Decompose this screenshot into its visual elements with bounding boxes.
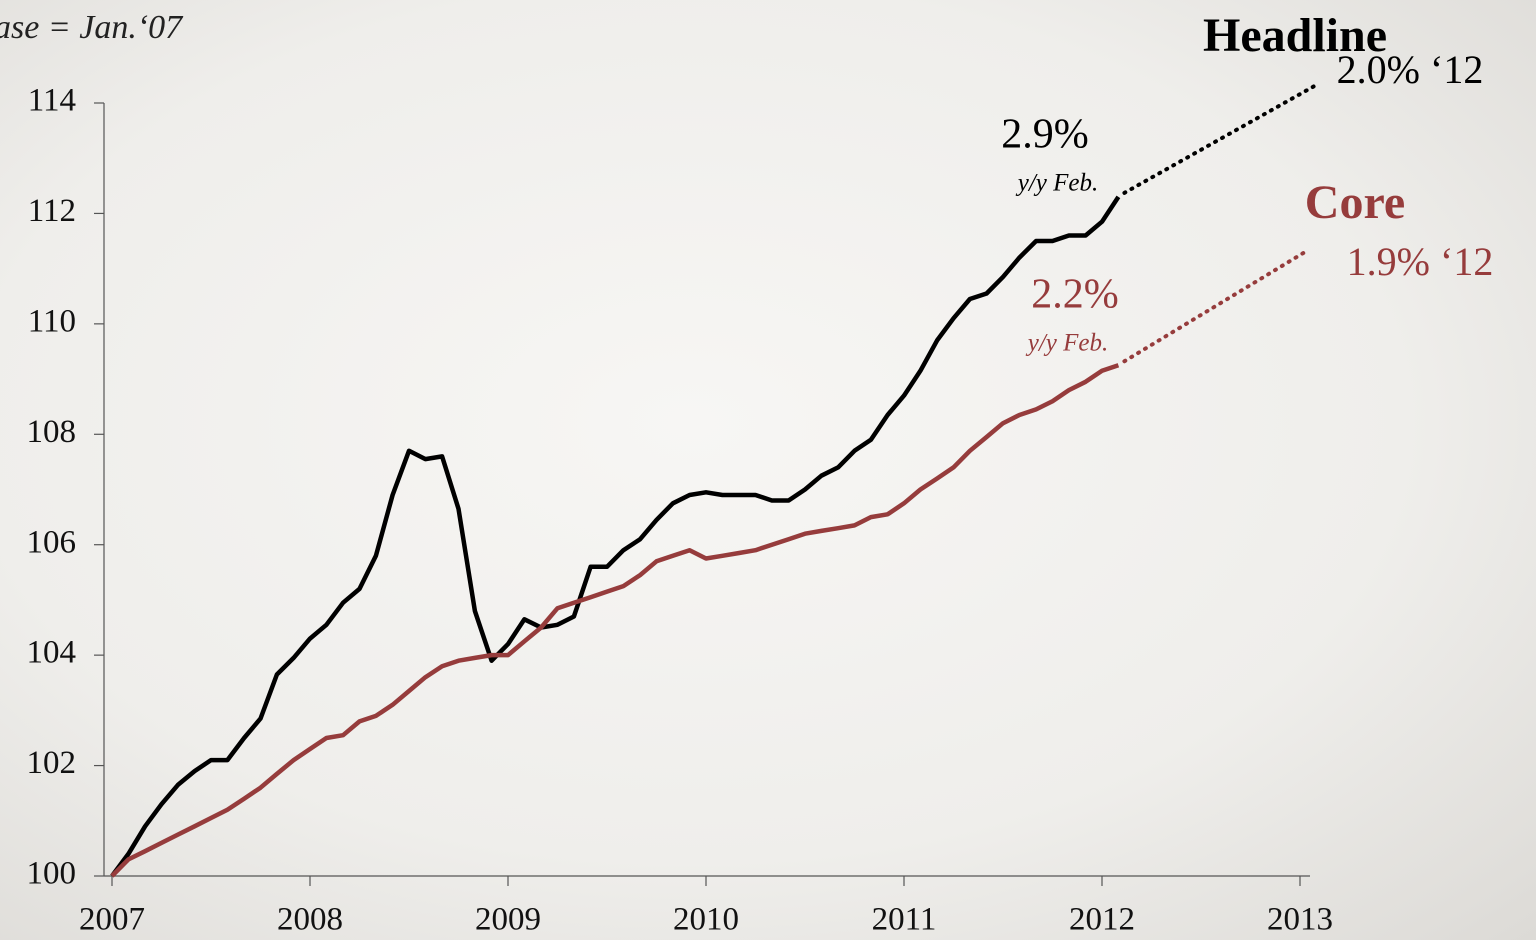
y-tick-label: 104	[27, 635, 77, 671]
x-tick-label: 2013	[1267, 902, 1333, 938]
x-tick-label: 2010	[673, 902, 739, 938]
forecast-dots	[1122, 250, 1307, 364]
x-tick-label: 2007	[79, 902, 145, 938]
y-tick-label: 102	[27, 745, 77, 781]
y-tick-label: 108	[27, 414, 77, 450]
x-tick-label: 2011	[872, 902, 937, 938]
y-tick-label: 112	[28, 193, 76, 229]
latest-note: y/y Feb.	[1015, 170, 1099, 197]
forecast-dots	[1122, 82, 1320, 195]
series-line	[110, 195, 1121, 878]
series-label: Headline	[1203, 9, 1387, 62]
y-tick-label: 100	[27, 856, 77, 892]
series-line	[110, 363, 1120, 878]
latest-note: y/y Feb.	[1025, 330, 1109, 357]
y-tick-label: 110	[28, 303, 76, 339]
x-tick-label: 2009	[475, 902, 541, 938]
x-tick-label: 2008	[277, 902, 343, 938]
forecast-label: 2.0% ‘12	[1337, 47, 1484, 92]
latest-label: 2.9%	[1001, 112, 1089, 158]
y-tick-label: 106	[27, 524, 77, 560]
x-tick-label: 2012	[1069, 902, 1135, 938]
forecast-label: 1.9% ‘12	[1347, 239, 1494, 284]
latest-label: 2.2%	[1031, 272, 1119, 318]
y-tick-label: 114	[28, 83, 76, 119]
base-note: ase = Jan.‘07	[0, 9, 184, 46]
series-label: Core	[1305, 176, 1405, 229]
